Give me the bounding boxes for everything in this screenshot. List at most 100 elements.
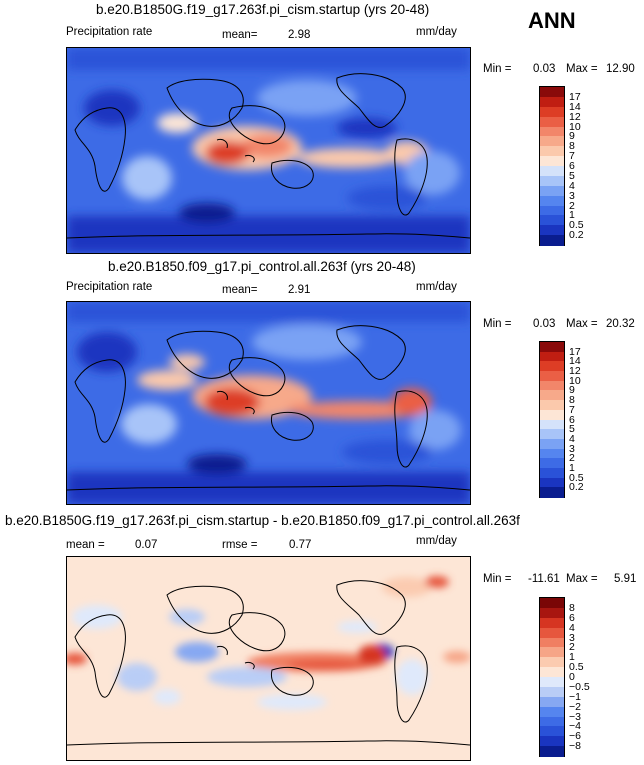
- colorbar-tick-label: 9: [569, 384, 575, 397]
- colorbar-tick-label: 14: [569, 100, 581, 113]
- panel-2-map: [66, 301, 471, 505]
- panel-3-rmse-label: rmse =: [222, 539, 258, 551]
- panel-2-title: b.e20.B1850.f09_g17.pi_control.all.263f …: [108, 259, 416, 274]
- panel-1-title: b.e20.B1850G.f19_g17.263f.pi_cism.startu…: [96, 2, 430, 17]
- colorbar-swatch: [540, 696, 564, 708]
- panel-3-min-label: Min =: [483, 573, 512, 585]
- panel-3-title: b.e20.B1850G.f19_g17.263f.pi_cism.startu…: [5, 513, 520, 528]
- colorbar-swatch: [540, 647, 564, 658]
- panel-3-max-value: 5.91: [614, 573, 637, 585]
- panel-3-max-label: Max =: [566, 573, 598, 585]
- colorbar-swatch: [540, 87, 564, 98]
- colorbar-swatch: [540, 116, 564, 128]
- colorbar-tick-label: 4: [569, 432, 575, 445]
- colorbar-swatch: [540, 166, 564, 177]
- panel-2-units: mm/day: [416, 281, 457, 293]
- colorbar-tick-label: 5: [569, 423, 575, 436]
- panel-3-min-value: -11.61: [528, 573, 560, 585]
- panel-1-min-label: Min =: [483, 63, 512, 75]
- panel-2-colorbar: [539, 341, 565, 498]
- colorbar-tick-label: 0.2: [569, 481, 584, 494]
- colorbar-swatch: [540, 215, 564, 226]
- colorbar-swatch: [540, 400, 564, 411]
- colorbar-swatch: [540, 677, 564, 688]
- colorbar-tick-label: −4: [569, 720, 581, 733]
- panel-1-max-label: Max =: [566, 63, 598, 75]
- panel-1-variable-label: Precipitation rate: [66, 26, 153, 38]
- panel-1-map: [66, 47, 471, 254]
- colorbar-swatch: [540, 126, 564, 137]
- colorbar-tick-label: 10: [569, 374, 581, 387]
- colorbar-tick-label: 2: [569, 641, 575, 654]
- colorbar-tick-label: 9: [569, 130, 575, 143]
- colorbar-swatch: [540, 205, 564, 216]
- colorbar-tick-label: −0.5: [569, 680, 590, 693]
- colorbar-tick-label: 1: [569, 651, 575, 664]
- panel-2-max-label: Max =: [566, 318, 598, 330]
- colorbar-tick-label: 0.5: [569, 471, 584, 484]
- panel-3-rmse-value: 0.77: [289, 539, 312, 551]
- colorbar-swatch: [540, 175, 564, 187]
- colorbar-tick-label: −1: [569, 690, 581, 703]
- colorbar-swatch: [540, 106, 564, 118]
- colorbar-tick-label: 6: [569, 413, 575, 426]
- colorbar-tick-label: 17: [569, 345, 581, 358]
- colorbar-swatch: [540, 686, 564, 698]
- colorbar-swatch: [540, 342, 564, 353]
- colorbar-tick-label: −2: [569, 700, 581, 713]
- panel-2-min-value: 0.03: [533, 318, 556, 330]
- colorbar-swatch: [540, 371, 564, 382]
- colorbar-swatch: [540, 380, 564, 392]
- colorbar-tick-label: 2: [569, 199, 575, 212]
- colorbar-tick-label: 4: [569, 179, 575, 192]
- colorbar-tick-label: 0.5: [569, 219, 584, 232]
- colorbar-tick-label: 0.2: [569, 229, 584, 242]
- panel-3-colorbar: [539, 597, 565, 757]
- panel-2-mean-label: mean=: [222, 284, 258, 296]
- colorbar-swatch: [540, 96, 564, 108]
- colorbar-swatch: [540, 409, 564, 421]
- colorbar-swatch: [540, 235, 564, 246]
- colorbar-swatch: [540, 429, 564, 440]
- panel-1-mean-value: 2.98: [288, 29, 311, 41]
- colorbar-tick-label: 3: [569, 189, 575, 202]
- colorbar-swatch: [540, 146, 564, 157]
- colorbar-tick-label: 14: [569, 355, 581, 368]
- colorbar-tick-label: 12: [569, 365, 581, 378]
- colorbar-swatch: [540, 458, 564, 469]
- colorbar-swatch: [540, 726, 564, 737]
- colorbar-tick-label: 7: [569, 403, 575, 416]
- colorbar-swatch: [540, 617, 564, 629]
- panel-1-colorbar: [539, 86, 565, 246]
- colorbar-tick-label: 17: [569, 90, 581, 103]
- colorbar-tick-label: 1: [569, 209, 575, 222]
- colorbar-swatch: [540, 657, 564, 668]
- colorbar-swatch: [540, 195, 564, 207]
- colorbar-swatch: [540, 667, 564, 678]
- panel-2-mean-value: 2.91: [288, 284, 311, 296]
- colorbar-tick-label: 3: [569, 442, 575, 455]
- colorbar-swatch: [540, 156, 564, 167]
- colorbar-tick-label: 7: [569, 150, 575, 163]
- colorbar-tick-label: 8: [569, 601, 575, 614]
- colorbar-swatch: [540, 419, 564, 430]
- colorbar-tick-label: −3: [569, 710, 581, 723]
- colorbar-swatch: [540, 390, 564, 401]
- panel-2-max-value: 20.32: [606, 318, 635, 330]
- colorbar-swatch: [540, 746, 564, 757]
- colorbar-tick-label: 1: [569, 461, 575, 474]
- colorbar-tick-label: 6: [569, 160, 575, 172]
- colorbar-swatch: [540, 351, 564, 362]
- colorbar-swatch: [540, 225, 564, 236]
- colorbar-swatch: [540, 607, 564, 619]
- panel-2-min-label: Min =: [483, 318, 512, 330]
- colorbar-tick-label: 8: [569, 140, 575, 153]
- colorbar-swatch: [540, 438, 564, 450]
- panel-3-mean-label: mean =: [66, 539, 105, 551]
- colorbar-tick-label: 2: [569, 452, 575, 465]
- colorbar-swatch: [540, 361, 564, 372]
- colorbar-tick-label: 12: [569, 110, 581, 123]
- colorbar-swatch: [540, 627, 564, 639]
- panel-3-mean-value: 0.07: [135, 539, 158, 551]
- colorbar-swatch: [540, 487, 564, 498]
